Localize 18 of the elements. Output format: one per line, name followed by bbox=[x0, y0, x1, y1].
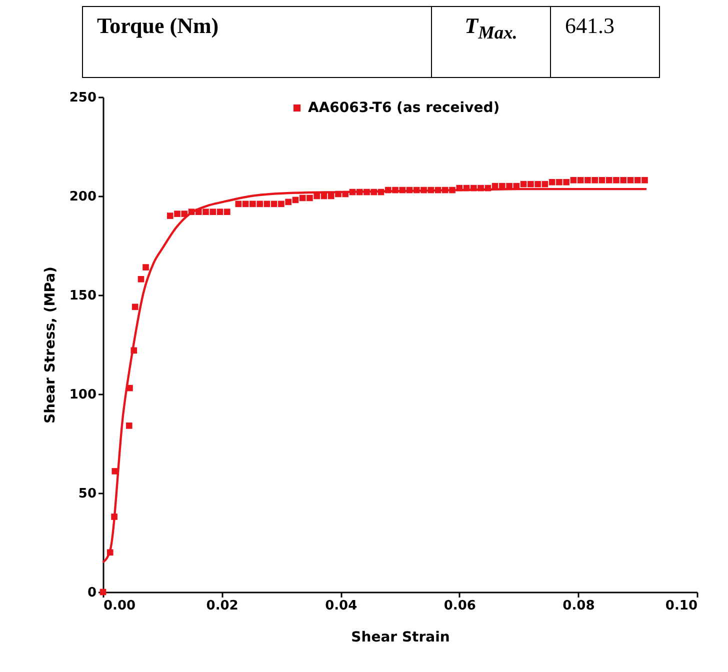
text: T$_{Max.}$ bbox=[432, 6, 550, 78]
x-tick-label: 0.10 bbox=[665, 598, 698, 614]
x-tick-label: 0.06 bbox=[444, 598, 476, 614]
y-tick-label: 50 bbox=[78, 486, 96, 502]
x-tick-label: 0.02 bbox=[206, 598, 238, 614]
text: Torque (Nm) bbox=[82, 6, 432, 78]
y-tick-label: 150 bbox=[69, 288, 96, 304]
y-tick-label: 200 bbox=[69, 190, 96, 204]
x-tick-label: 0.04 bbox=[325, 598, 358, 614]
y-tick-label: 100 bbox=[69, 388, 96, 402]
x-tick-label: 0.00 bbox=[104, 598, 136, 614]
y-tick-label: 0 bbox=[87, 586, 96, 600]
legend-label: AA6063-T6 (as received) bbox=[308, 100, 500, 116]
x-tick-label: 0.08 bbox=[562, 598, 595, 614]
text: 641.3 bbox=[550, 6, 660, 78]
y-tick-label: 250 bbox=[69, 90, 96, 106]
x-axis-title: Shear Strain bbox=[351, 630, 450, 646]
y-axis-title: Shear Stress, (MPa) bbox=[42, 266, 58, 424]
